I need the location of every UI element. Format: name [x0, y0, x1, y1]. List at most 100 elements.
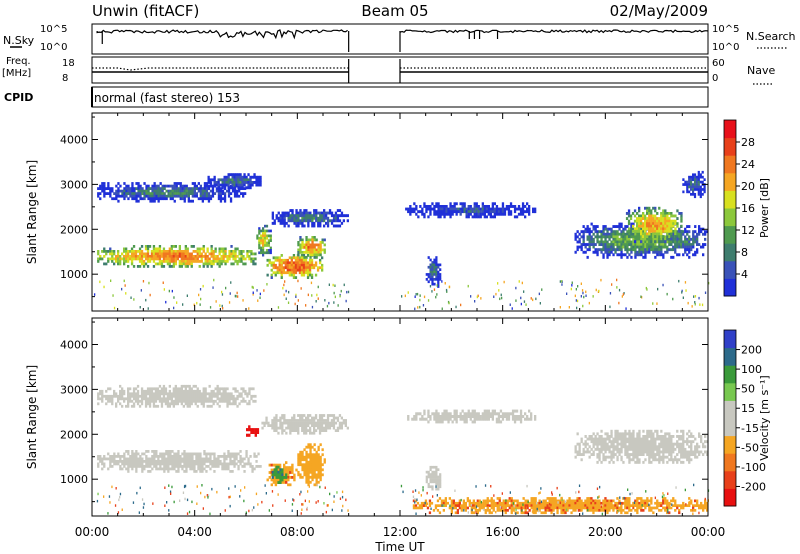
- cell-power-r10: [672, 214, 675, 218]
- cell-vel-r9: [682, 445, 685, 449]
- cell-power-r10: [650, 217, 653, 220]
- cell-power-r2: [323, 219, 326, 223]
- cell-vel-r0: [173, 467, 176, 471]
- cell-vel-r5: [150, 387, 154, 391]
- cell-power-r0: [152, 252, 156, 256]
- cell-power-r9: [654, 250, 657, 254]
- cell-power-r6: [243, 183, 246, 187]
- cell-power-r3: [288, 256, 291, 260]
- speckle-power: [641, 296, 643, 299]
- cell-power-r0: [222, 252, 225, 256]
- cell-vel-r5: [156, 387, 160, 391]
- cell-vel-r5: [162, 399, 166, 403]
- cell-power-r3: [302, 263, 306, 267]
- cell-vel-r9: [654, 437, 657, 441]
- speckle-power: [530, 297, 532, 300]
- cell-power-r2: [301, 214, 304, 218]
- cell-power-r0: [166, 262, 170, 266]
- cell-power-r9: [632, 243, 635, 246]
- cell-vel-r0: [119, 455, 122, 458]
- cell-power-r9: [624, 248, 627, 252]
- cell-vel-r0: [139, 465, 142, 468]
- cell-power-r0: [168, 262, 171, 266]
- cell-vel-r2: [289, 476, 292, 479]
- cell-power-r9: [644, 250, 647, 254]
- cell-power-r0: [220, 250, 223, 253]
- cell-vel-r5: [210, 389, 213, 393]
- cell-vel-r1: [263, 421, 266, 425]
- cell-power-r0: [218, 260, 221, 263]
- cell-power-r9: [600, 237, 603, 241]
- cell-power-r5: [201, 189, 204, 193]
- cell-power-r9: [596, 240, 599, 244]
- cell-power-r8: [431, 280, 434, 284]
- cell-power-r9: [640, 248, 643, 252]
- cell-vel-r9: [648, 429, 651, 433]
- cell-power-r10: [670, 224, 673, 228]
- cell-vel-r5: [200, 397, 203, 401]
- cell-vel-r9: [668, 447, 671, 451]
- cell-vel-r5: [222, 399, 225, 403]
- cell-vel-r9: [626, 445, 629, 449]
- cell-power-r11: [688, 190, 691, 194]
- cell-power-r1: [260, 249, 263, 252]
- cell-power-r9: [638, 240, 641, 244]
- cell-vel-r1: [303, 429, 306, 432]
- cell-power-r1: [269, 236, 272, 240]
- cell-vel-r9: [598, 440, 601, 444]
- cell-vel-r9: [634, 437, 637, 441]
- cell-vel-r9: [614, 429, 617, 433]
- cell-power-r2: [313, 216, 316, 220]
- cell-vel-r9: [636, 453, 639, 456]
- cell-vel-r5: [119, 394, 122, 398]
- cell-power-r0: [222, 260, 225, 263]
- cell-power-r5: [201, 192, 204, 195]
- cell-vel-r1: [346, 426, 349, 430]
- cell-vel-r7: [493, 409, 496, 413]
- cell-power-r0: [212, 255, 215, 258]
- cell-vel-r9: [662, 455, 665, 459]
- cell-power-r0: [127, 255, 130, 258]
- cell-vel-r0: [135, 455, 138, 458]
- cell-power-r0: [242, 255, 245, 258]
- speckle-power: [474, 300, 476, 303]
- cell-vel-r5: [132, 389, 136, 393]
- cell-vel-r0: [139, 460, 142, 463]
- cell-vel-r5: [152, 402, 156, 406]
- cell-vel-r0: [147, 465, 150, 468]
- cell-power-r6: [259, 178, 262, 182]
- cell-vel-r0: [123, 460, 126, 463]
- cell-vel-r9: [650, 445, 653, 449]
- cell-vel-r9: [602, 437, 605, 441]
- cell-power-r5: [197, 189, 200, 193]
- cell-vel-r8: [437, 478, 440, 481]
- cell-power-r0: [164, 255, 168, 258]
- cell-power-r9: [576, 245, 579, 249]
- cell-vel-r5: [210, 397, 213, 401]
- cell-power-r2: [323, 209, 326, 212]
- cell-power-r3: [310, 263, 314, 267]
- cell-power-r0: [156, 247, 160, 251]
- cell-power-r0: [178, 255, 181, 258]
- cell-power-r11: [690, 185, 693, 189]
- cell-power-r6: [255, 181, 258, 184]
- cell-vel-r0: [179, 455, 182, 458]
- cell-vel-r9: [660, 458, 663, 462]
- cell-vel-r0: [141, 465, 144, 468]
- cell-power-r10: [674, 214, 677, 218]
- cell-vel-r3: [271, 470, 274, 474]
- cell-power-r11: [703, 188, 706, 191]
- cell-vel-r9: [692, 435, 695, 438]
- cell-vel-r9: [656, 458, 659, 462]
- cell-vel-r5: [186, 404, 189, 408]
- cell-power-r10: [654, 232, 657, 236]
- cell-vel-r4: [319, 478, 322, 482]
- cell-vel-r5: [140, 399, 144, 403]
- cell-vel-r1: [303, 424, 306, 427]
- cell-power-r10: [680, 217, 683, 220]
- cell-power-r1: [267, 251, 270, 255]
- cell-vel-r4: [311, 458, 314, 462]
- cell-power-r5: [191, 187, 194, 190]
- cell-power-r7: [532, 207, 535, 211]
- cell-power-r9: [674, 245, 677, 249]
